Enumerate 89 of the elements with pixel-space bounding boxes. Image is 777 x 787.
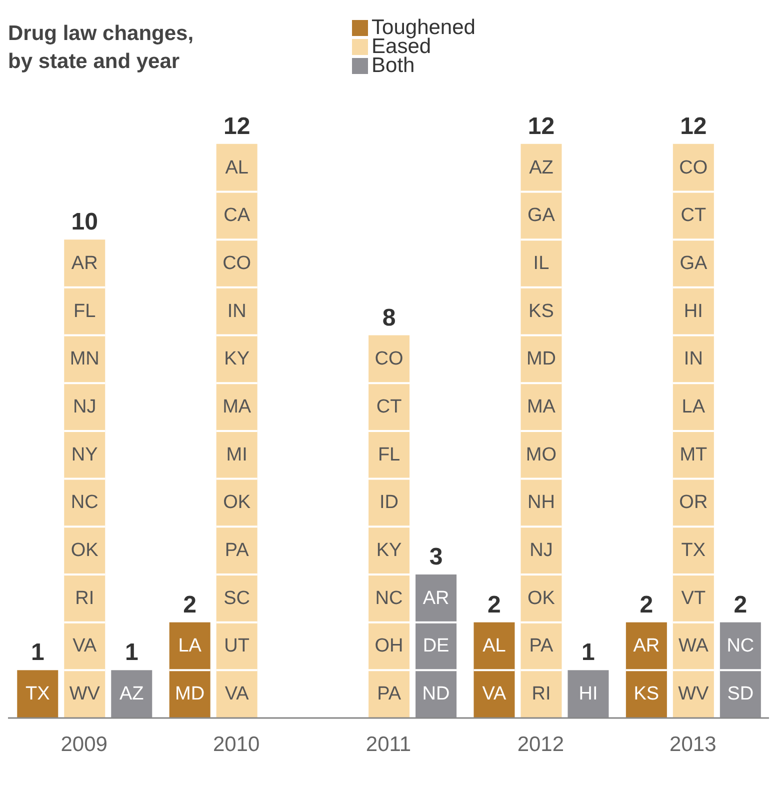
annotation: AZ	[119, 684, 144, 705]
annotation: MD	[526, 348, 556, 370]
annotation: UT	[224, 636, 250, 657]
annotation: KS	[528, 300, 554, 322]
legend-label: Both	[372, 54, 415, 77]
annotation: NC	[726, 636, 754, 657]
annotation: FL	[378, 444, 400, 466]
data-label: 1	[582, 639, 595, 666]
data-label: 2	[488, 591, 501, 618]
annotation: AR	[633, 636, 660, 657]
annotation: LA	[682, 396, 706, 418]
annotation: CO	[374, 348, 404, 370]
chart-title: Drug law changes, by state and year	[8, 21, 194, 75]
annotation: VA	[224, 684, 250, 705]
annotation: MO	[526, 444, 557, 466]
annotation: CT	[376, 396, 402, 418]
annotation: MA	[222, 396, 252, 418]
annotation: SD	[727, 684, 754, 705]
annotation: RI	[75, 588, 94, 609]
annotation: SC	[224, 588, 250, 609]
annotation: WA	[678, 636, 709, 657]
data-label: 12	[223, 112, 250, 140]
data-label: 10	[71, 208, 98, 236]
annotation: TX	[681, 540, 706, 562]
annotation: GA	[528, 205, 556, 226]
annotation: OR	[679, 492, 708, 514]
annotation: CO	[222, 253, 252, 274]
legend-label: Toughened	[372, 16, 476, 39]
x-tick-label: 2009	[60, 732, 108, 756]
annotation: NJ	[73, 396, 96, 418]
annotation: PA	[224, 540, 250, 562]
data-label: 2	[183, 591, 197, 618]
annotation: PA	[529, 636, 554, 657]
data-label: 2	[640, 591, 654, 618]
annotation: IN	[227, 300, 246, 322]
annotation: OK	[528, 588, 556, 609]
x-tick-label: 2012	[517, 732, 564, 756]
annotation: KY	[376, 540, 402, 562]
annotation: IL	[533, 253, 550, 274]
annotation: MI	[226, 444, 248, 466]
data-label: 1	[30, 639, 44, 666]
annotation: OK	[223, 492, 251, 514]
annotation: DE	[422, 636, 450, 657]
annotation: NJ	[530, 540, 553, 562]
annotation: NC	[375, 588, 403, 609]
data-label: 2	[734, 591, 748, 618]
annotation: PA	[377, 684, 402, 705]
annotation: VA	[482, 684, 507, 705]
annotation: CT	[680, 205, 706, 226]
annotation: AL	[482, 636, 506, 657]
annotation: LA	[178, 636, 202, 657]
annotation: HI	[578, 684, 598, 705]
data-label: 12	[680, 112, 707, 140]
data-label: 1	[124, 639, 138, 666]
data-label: 3	[429, 543, 443, 570]
annotation: MN	[70, 348, 100, 370]
data-label: 8	[382, 304, 396, 332]
annotation: CO	[679, 157, 708, 178]
annotation: FL	[74, 300, 96, 322]
annotation: RI	[532, 684, 551, 705]
annotation: KY	[224, 348, 250, 370]
annotation: IN	[684, 348, 703, 370]
annotation: ND	[422, 684, 450, 705]
annotation: MD	[175, 684, 205, 705]
annotation: AR	[422, 588, 450, 609]
annotation: CA	[224, 205, 250, 226]
annotation: GA	[680, 253, 708, 274]
annotation: OH	[374, 636, 404, 657]
annotation: TX	[25, 684, 50, 705]
annotation: NH	[528, 492, 555, 514]
annotation: AR	[71, 253, 98, 274]
annotation: HI	[684, 300, 703, 322]
annotation: MT	[680, 444, 708, 466]
annotation: AZ	[529, 157, 554, 178]
annotation: VT	[681, 588, 706, 609]
annotation: NY	[71, 444, 98, 466]
annotation: VA	[72, 636, 97, 657]
annotation: KS	[634, 684, 660, 705]
annotation: WV	[678, 684, 710, 705]
annotation: AL	[225, 157, 248, 178]
x-tick-label: 2013	[670, 732, 716, 756]
x-tick-label: 2011	[366, 732, 412, 756]
annotation: MA	[526, 396, 556, 418]
annotation: NC	[70, 492, 98, 514]
annotation: ID	[380, 492, 399, 514]
annotation: WV	[69, 684, 100, 705]
x-tick-label: 2010	[212, 732, 260, 756]
annotation: OK	[70, 540, 99, 562]
data-label: 12	[528, 112, 555, 140]
